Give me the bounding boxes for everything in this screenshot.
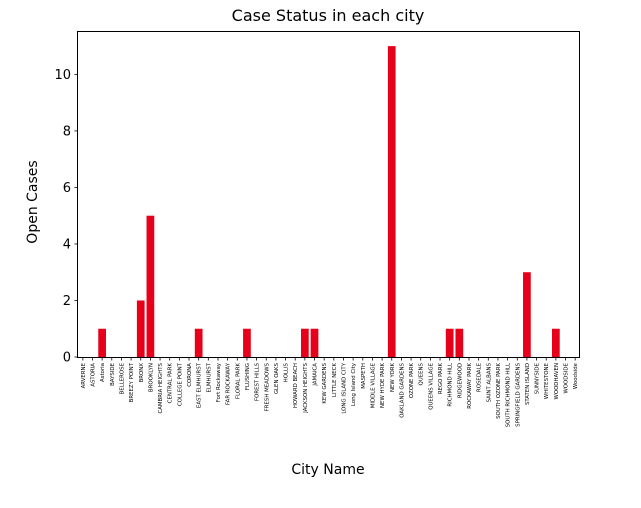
x-tick-label: FAR ROCKAWAY bbox=[226, 362, 232, 405]
plot-frame bbox=[77, 31, 580, 358]
y-tick-label: 10 bbox=[54, 68, 71, 83]
x-tick-label: MIDDLE VILLAGE bbox=[370, 362, 376, 408]
bar bbox=[387, 46, 396, 357]
x-tick-label: Woodside bbox=[573, 362, 579, 389]
x-tick-label: SUNNYSIDE bbox=[535, 362, 541, 394]
x-tick-label: WHITESTONE bbox=[544, 362, 550, 399]
x-tick-label: NEW YORK bbox=[390, 363, 396, 392]
x-tick-label: STATEN ISLAND bbox=[525, 363, 531, 405]
x-tick-label: JAMAICA bbox=[313, 363, 319, 387]
x-tick-label: CAMBRIA HEIGHTS bbox=[158, 362, 164, 413]
x-tick-label: EAST ELMHURST bbox=[197, 362, 203, 408]
bar bbox=[136, 300, 145, 357]
x-tick-label: COLLEGE POINT bbox=[177, 362, 183, 406]
x-tick-label: BREEZY POINT bbox=[129, 362, 135, 402]
bar bbox=[310, 328, 319, 357]
bar bbox=[194, 328, 203, 357]
x-tick-label: HOWARD BEACH bbox=[293, 363, 299, 408]
bar bbox=[98, 328, 106, 357]
y-tick-label: 6 bbox=[63, 181, 71, 196]
bar bbox=[445, 328, 454, 357]
x-tick-label: Long Island City bbox=[351, 362, 357, 406]
bar bbox=[146, 215, 155, 357]
x-tick-label: BROOKLYN bbox=[148, 363, 154, 392]
x-tick-label: Astoria bbox=[100, 363, 106, 382]
x-tick-label: ELMHURST bbox=[206, 362, 212, 392]
x-tick-label: FRESH MEADOWS bbox=[264, 362, 270, 411]
bar bbox=[552, 328, 560, 357]
x-ticks-layer: ARVERNE ASTORIA Astoria BAYSIDE BELLEROSE BRE… bbox=[81, 357, 579, 427]
x-tick-label: BRONX bbox=[139, 363, 145, 383]
x-tick-label: QUEENS bbox=[419, 362, 425, 385]
x-tick-label: NEW HYDE PARK bbox=[380, 363, 386, 408]
x-tick-label: ROCKAWAY PARK bbox=[467, 363, 473, 409]
x-tick-label: SOUTH OZONE PARK bbox=[496, 363, 502, 419]
x-tick-label: JACKSON HEIGHTS bbox=[303, 362, 309, 413]
bar bbox=[523, 272, 531, 357]
x-tick-label: MASPETH bbox=[361, 363, 367, 389]
x-tick-label: RICHMOND HILL bbox=[448, 363, 454, 407]
x-tick-label: SPRINGFIELD GARDENS bbox=[515, 362, 521, 426]
x-tick-label: WOODHAVEN bbox=[554, 363, 560, 400]
y-tick-label: 4 bbox=[63, 237, 71, 252]
x-tick-label: FLORAL PARK bbox=[235, 363, 241, 399]
x-tick-label: REGO PARK bbox=[438, 363, 444, 395]
x-tick-label: QUEENS VILLAGE bbox=[428, 362, 434, 409]
y-tick-label: 2 bbox=[63, 294, 71, 309]
x-axis-label: City Name bbox=[291, 462, 364, 478]
x-tick-label: SOUTH RICHMOND HILL bbox=[506, 363, 512, 427]
x-tick-label: OAKLAND GARDENS bbox=[399, 362, 405, 417]
x-tick-label: LONG ISLAND CITY bbox=[341, 362, 347, 413]
x-tick-label: SAINT ALBANS bbox=[486, 362, 492, 402]
x-tick-label: FLUSHING bbox=[245, 363, 251, 390]
x-tick-label: CENTRAL PARK bbox=[168, 363, 174, 404]
x-tick-label: KEW GARDENS bbox=[322, 362, 328, 403]
y-tick-label: 0 bbox=[63, 351, 71, 366]
bar bbox=[243, 328, 251, 357]
x-tick-label: WOODSIDE bbox=[564, 362, 570, 393]
chart-title: Case Status in each city bbox=[232, 6, 425, 25]
x-tick-label: GLEN OAKS bbox=[274, 362, 280, 394]
x-tick-label: CORONA bbox=[187, 363, 193, 387]
x-tick-label: RIDGEWOOD bbox=[457, 363, 463, 398]
x-tick-label: LITTLE NECK bbox=[332, 363, 338, 397]
x-tick-label: BAYSIDE bbox=[110, 362, 116, 385]
x-tick-label: FOREST HILLS bbox=[255, 362, 261, 401]
x-tick-label: OZONE PARK bbox=[409, 363, 415, 399]
bar bbox=[455, 328, 464, 357]
x-tick-label: ARVERNE bbox=[81, 362, 87, 388]
y-axis-label: Open Cases bbox=[25, 160, 41, 243]
x-tick-label: Fort Rockaway bbox=[216, 362, 222, 402]
y-ticks-layer: 0 2 4 6 8 10 bbox=[54, 68, 78, 366]
x-tick-label: BELLEROSE bbox=[119, 362, 125, 394]
bar bbox=[301, 328, 309, 357]
x-tick-label: HOLLIS bbox=[284, 362, 290, 382]
x-tick-label: ASTORIA bbox=[90, 363, 96, 387]
bars-layer bbox=[98, 46, 560, 357]
y-tick-label: 8 bbox=[63, 124, 71, 139]
x-tick-label: ROSEDALE bbox=[477, 362, 483, 392]
